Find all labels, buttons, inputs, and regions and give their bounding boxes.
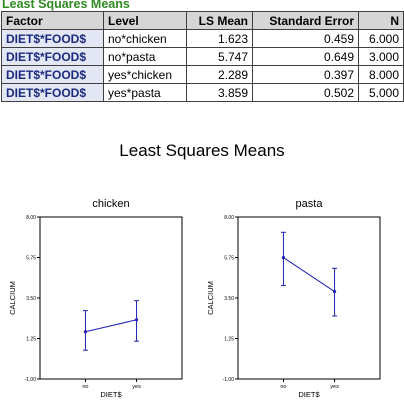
mean-point — [134, 318, 139, 322]
table-title: Least Squares Means — [2, 0, 130, 11]
cell-factor: DIET$*FOOD$ — [1, 29, 104, 48]
mean-point — [332, 289, 337, 294]
header-factor: Factor — [1, 11, 104, 30]
mean-point — [83, 330, 88, 334]
mean-line — [85, 319, 137, 333]
y-tick-label: 1.25 — [224, 337, 234, 343]
mean-point — [281, 255, 286, 260]
header-n: N — [358, 11, 404, 30]
cell-factor: DIET$*FOOD$ — [1, 65, 104, 84]
panel-title: pasta — [296, 198, 324, 210]
ls-means-table: Factor Level LS Mean Standard Error N DI… — [1, 11, 404, 102]
table-row: DIET$*FOOD$ yes*pasta 3.859 0.502 5.000 — [1, 83, 404, 102]
cell-factor: DIET$*FOOD$ — [1, 47, 104, 66]
y-tick-label: -1.00 — [25, 377, 37, 383]
y-tick-label: 1.25 — [26, 337, 36, 343]
y-axis-label: CALCIUM — [8, 281, 17, 315]
cell-factor: DIET$*FOOD$ — [1, 83, 104, 102]
y-tick-label: 5.75 — [224, 256, 234, 262]
table-row: DIET$*FOOD$ yes*chicken 2.289 0.397 8.00… — [1, 65, 404, 84]
y-tick-label: -1.00 — [223, 377, 235, 383]
header-level: Level — [103, 11, 187, 30]
x-axis-label: DIET$ — [298, 390, 320, 399]
panel-title: chicken — [92, 198, 129, 210]
cell-ls-mean: 2.289 — [186, 65, 253, 84]
plot-frame — [39, 216, 183, 380]
x-axis-label: DIET$ — [100, 390, 122, 399]
mean-line — [283, 257, 335, 292]
cell-n: 8.000 — [358, 65, 404, 84]
chart-title: Least Squares Means — [119, 141, 285, 160]
cell-se: 0.397 — [252, 65, 359, 84]
table-header-row: Factor Level LS Mean Standard Error N — [1, 11, 404, 30]
cell-ls-mean: 3.859 — [186, 83, 253, 102]
x-tick-label: no — [82, 384, 88, 390]
y-axis-label: CALCIUM — [206, 281, 215, 315]
table-row: DIET$*FOOD$ no*pasta 5.747 0.649 3.000 — [1, 47, 404, 66]
cell-n: 6.000 — [358, 29, 404, 48]
y-tick-label: 3.50 — [26, 296, 36, 302]
cell-n: 5.000 — [358, 83, 404, 102]
cell-level: no*pasta — [103, 47, 187, 66]
cell-ls-mean: 5.747 — [186, 47, 253, 66]
header-ls-mean: LS Mean — [186, 11, 253, 30]
cell-level: yes*pasta — [103, 83, 187, 102]
plot-frame — [237, 216, 381, 380]
cell-ls-mean: 1.623 — [186, 29, 253, 48]
y-tick-label: 8.00 — [224, 215, 234, 221]
y-tick-label: 5.75 — [26, 256, 36, 262]
y-tick-label: 8.00 — [26, 215, 36, 221]
x-tick-label: no — [280, 384, 286, 390]
cell-se: 0.502 — [252, 83, 359, 102]
x-tick-label: yes — [132, 384, 141, 390]
y-tick-label: 3.50 — [224, 296, 234, 302]
x-tick-label: yes — [330, 384, 339, 390]
